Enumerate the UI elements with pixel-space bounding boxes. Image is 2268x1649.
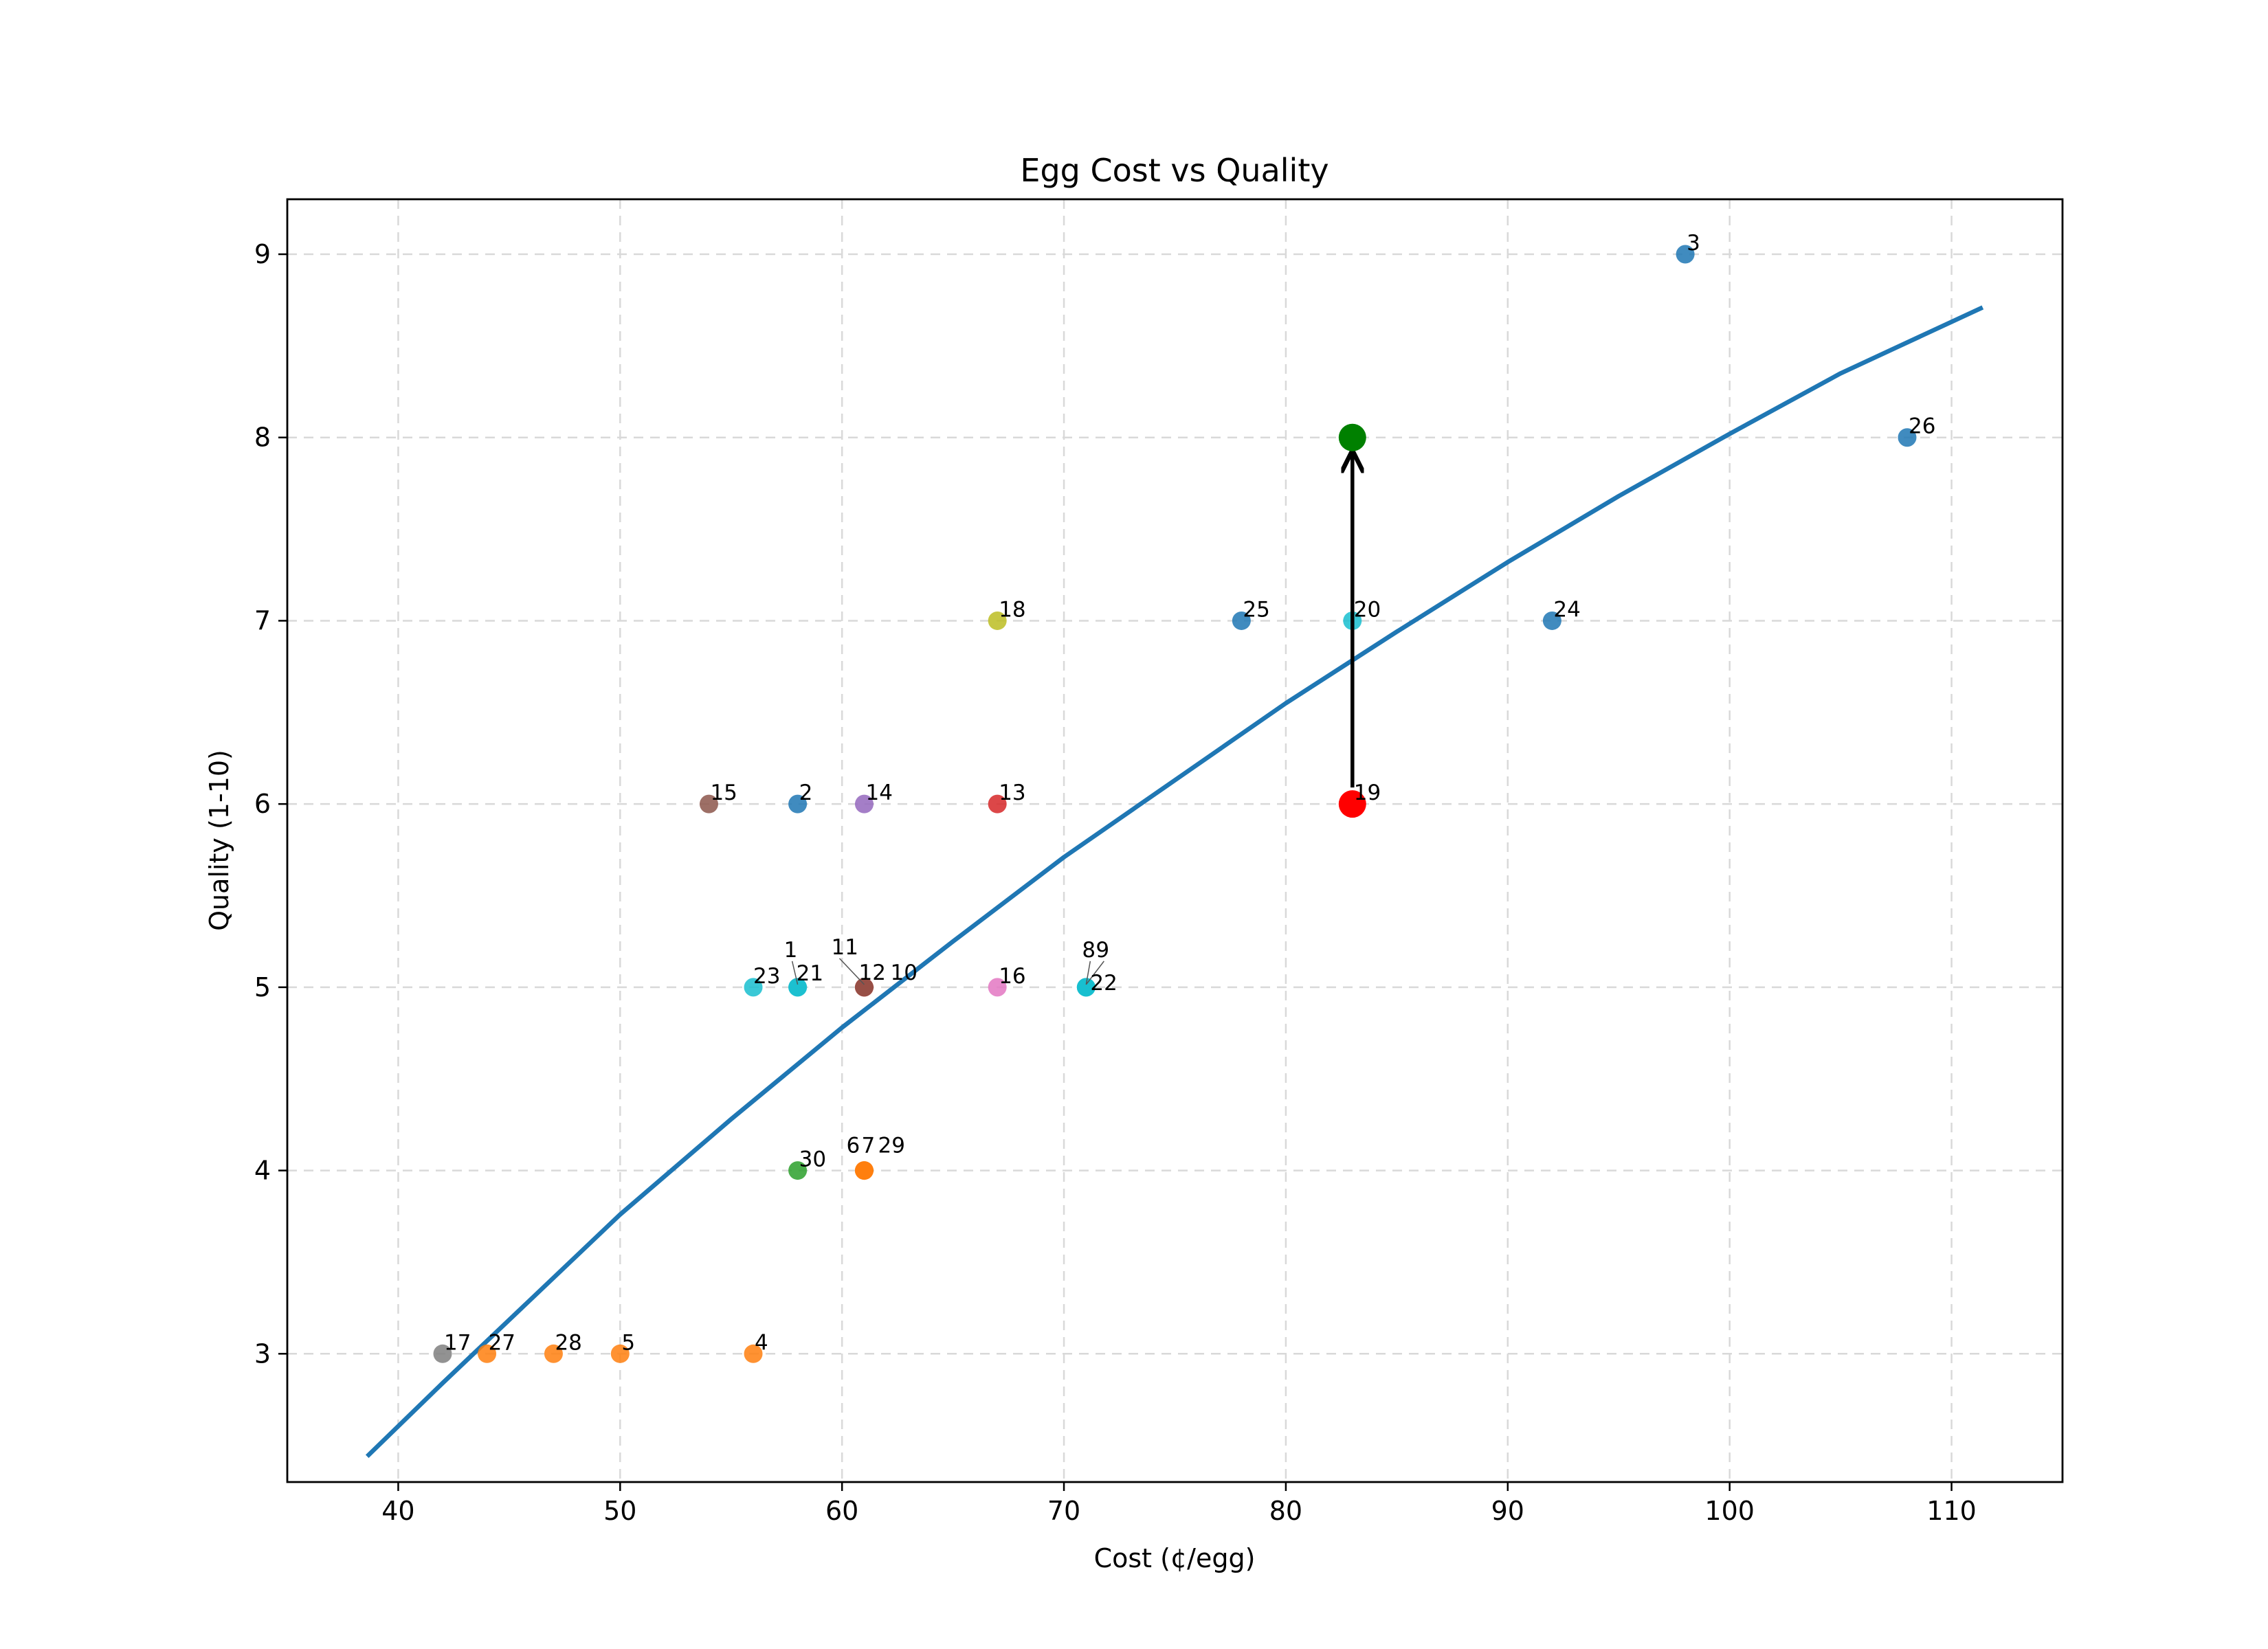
target-point-marker <box>1338 423 1366 451</box>
point-label: 27 <box>489 1330 515 1355</box>
fit-curve-group <box>365 305 1984 1459</box>
y-tick-label: 7 <box>254 605 271 636</box>
x-tick-label: 70 <box>1047 1496 1080 1526</box>
data-point <box>544 1344 563 1363</box>
point-label: 21 <box>797 961 823 986</box>
point-label: 13 <box>999 781 1025 805</box>
data-point <box>744 978 763 997</box>
point-label: 29 <box>878 1134 904 1158</box>
data-point <box>1898 428 1917 447</box>
highlight-group <box>1338 423 1366 818</box>
point-label: 20 <box>1354 597 1381 622</box>
point-label: 6 <box>846 1134 860 1158</box>
point-label: 18 <box>999 597 1025 622</box>
data-point <box>988 978 1007 997</box>
label-leader-line <box>1085 961 1091 985</box>
y-axis-label: Quality (1-10) <box>204 750 234 931</box>
x-axis-label: Cost (¢/egg) <box>1094 1543 1256 1573</box>
data-point <box>988 611 1007 630</box>
point-label: 9 <box>1096 938 1109 963</box>
y-tick-label: 6 <box>254 789 271 819</box>
data-point <box>744 1344 763 1363</box>
fit-curve-line <box>365 305 1984 1459</box>
data-point <box>1676 245 1695 264</box>
current-point-marker <box>1338 790 1366 818</box>
point-label: 19 <box>1354 781 1381 805</box>
point-label: 1 <box>784 938 798 963</box>
data-point <box>788 794 808 814</box>
data-point <box>854 1161 874 1180</box>
point-label: 17 <box>444 1330 471 1355</box>
point-label: 25 <box>1243 597 1269 622</box>
point-label: 26 <box>1909 414 1935 439</box>
point-label: 5 <box>621 1330 635 1355</box>
point-label: 15 <box>710 781 737 805</box>
x-tick-label: 40 <box>381 1496 414 1526</box>
point-label: 12 <box>858 961 885 985</box>
data-point <box>699 794 718 814</box>
point-label: 3 <box>1687 231 1700 256</box>
data-point <box>788 1161 808 1180</box>
data-point <box>1076 978 1096 997</box>
point-label: 28 <box>555 1330 581 1355</box>
y-tick-label: 9 <box>254 239 271 269</box>
x-tick-label: 50 <box>603 1496 636 1526</box>
data-point <box>1542 611 1561 630</box>
point-label: 14 <box>865 781 892 805</box>
label-leader-line <box>838 958 865 985</box>
x-tick-label: 60 <box>825 1496 858 1526</box>
plot-frame <box>286 198 2064 1483</box>
point-label: 11 <box>831 935 858 960</box>
chart-title: Egg Cost vs Quality <box>1020 152 1328 189</box>
point-label: 4 <box>755 1330 768 1355</box>
point-label: 23 <box>753 964 780 989</box>
x-tick-label: 80 <box>1269 1496 1302 1526</box>
point-label: 2 <box>799 781 813 805</box>
point-label: 24 <box>1553 597 1580 622</box>
y-tick-label: 5 <box>254 972 271 1002</box>
point-label: 30 <box>799 1147 826 1172</box>
data-point <box>433 1344 452 1363</box>
point-label: 8 <box>1082 938 1096 963</box>
x-tick-label: 90 <box>1491 1496 1524 1526</box>
data-point <box>610 1344 630 1363</box>
label-leader-line <box>1085 961 1104 985</box>
x-tick-label: 100 <box>1704 1496 1755 1526</box>
scatter-points <box>433 245 1917 1363</box>
point-label: 22 <box>1090 971 1117 996</box>
point-label: 7 <box>861 1134 875 1158</box>
data-point <box>854 978 874 997</box>
data-point <box>854 794 874 814</box>
data-point <box>988 794 1007 814</box>
y-tick-label: 4 <box>254 1156 271 1186</box>
y-tick-label: 8 <box>254 423 271 453</box>
data-point <box>1232 611 1251 630</box>
point-label: 16 <box>999 964 1025 989</box>
point-label: 10 <box>890 961 917 985</box>
label-leader-line <box>791 961 799 985</box>
y-tick-label: 3 <box>254 1338 271 1369</box>
x-tick-label: 110 <box>1926 1496 1977 1526</box>
data-point <box>478 1344 497 1363</box>
grid <box>287 199 2063 1482</box>
data-point <box>788 978 808 997</box>
